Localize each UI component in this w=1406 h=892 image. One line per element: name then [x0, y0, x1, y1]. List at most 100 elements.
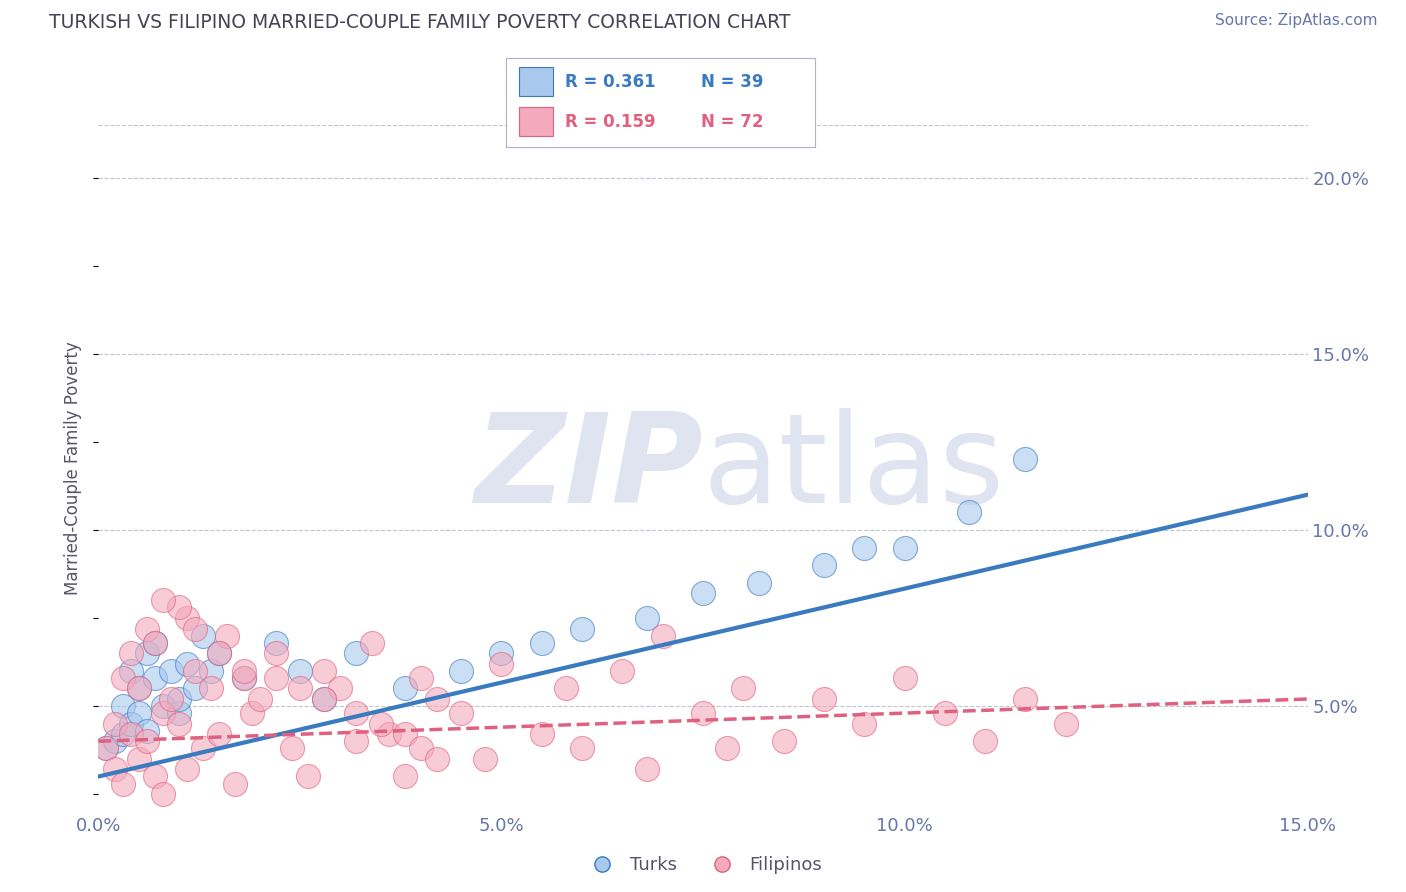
- Point: [893, 671, 915, 685]
- Point: [111, 671, 134, 685]
- Point: [128, 681, 150, 696]
- Point: [281, 741, 304, 756]
- Point: [555, 681, 578, 696]
- Point: [530, 727, 553, 741]
- Point: [370, 716, 392, 731]
- Point: [135, 646, 157, 660]
- Point: [772, 734, 794, 748]
- Point: [344, 646, 367, 660]
- Point: [314, 664, 336, 678]
- Point: [152, 593, 174, 607]
- Point: [934, 706, 956, 720]
- Point: [143, 770, 166, 784]
- Point: [314, 692, 336, 706]
- Point: [152, 699, 174, 714]
- Point: [160, 664, 183, 678]
- Point: [853, 716, 876, 731]
- Point: [853, 541, 876, 555]
- Point: [128, 681, 150, 696]
- Point: [426, 692, 449, 706]
- Point: [224, 776, 246, 790]
- Point: [103, 734, 125, 748]
- Point: [200, 664, 222, 678]
- Point: [474, 752, 496, 766]
- Point: [813, 558, 835, 573]
- Point: [377, 727, 399, 741]
- Text: ZIP: ZIP: [474, 408, 703, 529]
- Point: [1014, 452, 1036, 467]
- Point: [974, 734, 997, 748]
- Text: R = 0.361: R = 0.361: [565, 73, 655, 91]
- Point: [120, 727, 142, 741]
- Point: [176, 611, 198, 625]
- Point: [184, 681, 207, 696]
- Point: [1014, 692, 1036, 706]
- Point: [176, 763, 198, 777]
- Point: [167, 716, 190, 731]
- Text: R = 0.159: R = 0.159: [565, 113, 655, 131]
- Point: [636, 611, 658, 625]
- Point: [329, 681, 352, 696]
- Point: [111, 699, 134, 714]
- Point: [208, 646, 231, 660]
- Point: [96, 741, 118, 756]
- Text: N = 72: N = 72: [702, 113, 763, 131]
- Point: [297, 770, 319, 784]
- Y-axis label: Married-Couple Family Poverty: Married-Couple Family Poverty: [65, 342, 83, 595]
- Point: [813, 692, 835, 706]
- Point: [160, 692, 183, 706]
- Point: [426, 752, 449, 766]
- Point: [636, 763, 658, 777]
- Text: atlas: atlas: [703, 408, 1005, 529]
- Point: [450, 706, 472, 720]
- Text: Source: ZipAtlas.com: Source: ZipAtlas.com: [1215, 13, 1378, 29]
- Point: [232, 671, 254, 685]
- Point: [143, 671, 166, 685]
- Point: [167, 692, 190, 706]
- Point: [103, 716, 125, 731]
- Point: [264, 671, 287, 685]
- Point: [491, 646, 513, 660]
- Point: [143, 635, 166, 649]
- Point: [409, 741, 432, 756]
- Point: [143, 635, 166, 649]
- Point: [249, 692, 271, 706]
- Point: [135, 734, 157, 748]
- Point: [1054, 716, 1077, 731]
- Point: [128, 706, 150, 720]
- FancyBboxPatch shape: [519, 67, 553, 96]
- Text: TURKISH VS FILIPINO MARRIED-COUPLE FAMILY POVERTY CORRELATION CHART: TURKISH VS FILIPINO MARRIED-COUPLE FAMIL…: [49, 13, 790, 32]
- Point: [135, 622, 157, 636]
- Point: [394, 727, 416, 741]
- Point: [184, 622, 207, 636]
- Point: [344, 706, 367, 720]
- Point: [394, 681, 416, 696]
- Point: [530, 635, 553, 649]
- Point: [264, 646, 287, 660]
- Point: [716, 741, 738, 756]
- Point: [491, 657, 513, 671]
- Point: [128, 752, 150, 766]
- Point: [692, 706, 714, 720]
- Point: [361, 635, 384, 649]
- Point: [120, 646, 142, 660]
- Point: [103, 763, 125, 777]
- Point: [96, 741, 118, 756]
- Point: [200, 681, 222, 696]
- Point: [288, 664, 311, 678]
- Point: [264, 635, 287, 649]
- Point: [571, 622, 593, 636]
- Point: [733, 681, 755, 696]
- Point: [612, 664, 634, 678]
- Point: [651, 629, 673, 643]
- Point: [111, 727, 134, 741]
- Point: [692, 586, 714, 600]
- Point: [167, 600, 190, 615]
- Point: [394, 770, 416, 784]
- Point: [135, 723, 157, 738]
- Point: [314, 692, 336, 706]
- Point: [152, 706, 174, 720]
- Point: [193, 741, 215, 756]
- Point: [232, 664, 254, 678]
- Point: [193, 629, 215, 643]
